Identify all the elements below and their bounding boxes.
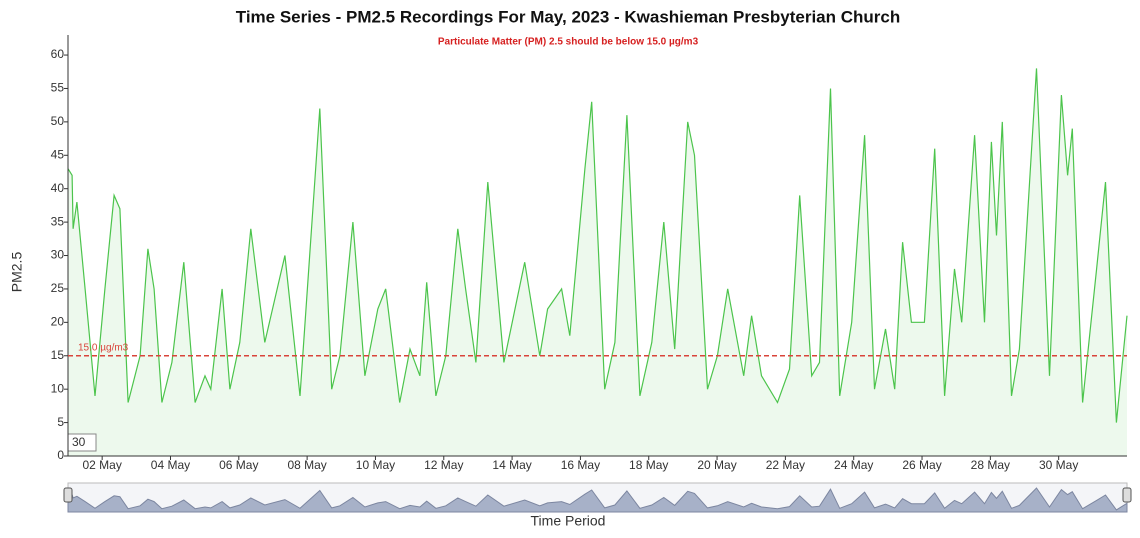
range-mini-area (67, 487, 1128, 513)
x-tick-label: 30 May (1039, 458, 1078, 472)
area (68, 68, 1127, 457)
y-tick-label: 0 (57, 448, 64, 462)
y-tick-label: 40 (51, 181, 65, 195)
x-tick-label: 18 May (629, 458, 668, 472)
x-tick-label: 22 May (766, 458, 805, 472)
x-tick-label: 12 May (424, 458, 463, 472)
y-tick-label: 30 (51, 248, 65, 262)
range-handle[interactable] (1122, 487, 1132, 503)
y-tick-label: 10 (51, 381, 65, 395)
x-tick-label: 02 May (82, 458, 121, 472)
x-tick-label: 10 May (356, 458, 395, 472)
x-axis-label: Time Period (531, 513, 606, 529)
x-tick-label: 14 May (492, 458, 531, 472)
y-tick-label: 45 (51, 147, 65, 161)
y-axis-label: PM2.5 (9, 252, 25, 293)
x-tick-label: 24 May (834, 458, 873, 472)
y-tick-label: 20 (51, 315, 65, 329)
y-tick-label: 15 (51, 348, 65, 362)
x-tick-label: 06 May (219, 458, 258, 472)
x-tick-label: 08 May (287, 458, 326, 472)
line (67, 68, 1128, 423)
range-handle[interactable] (63, 487, 73, 503)
y-tick-label: 50 (51, 114, 65, 128)
chart-subtitle: Particulate Matter (PM) 2.5 should be be… (438, 37, 699, 48)
threshold-label: 15.0 µg/m3 (78, 342, 129, 353)
x-tick-label: 26 May (902, 458, 941, 472)
y-tick-label: 25 (51, 281, 65, 295)
y-tick-label: 55 (51, 81, 65, 95)
x-tick-label: 28 May (971, 458, 1010, 472)
y-tick-label: 60 (51, 47, 65, 61)
y-tick-label: 35 (51, 214, 65, 228)
chart-title: Time Series - PM2.5 Recordings For May, … (236, 7, 901, 26)
x-tick-label: 04 May (151, 458, 190, 472)
x-tick-label: 20 May (697, 458, 736, 472)
x-tick-label: 16 May (561, 458, 600, 472)
y-tick-label: 5 (57, 415, 64, 429)
roll-period[interactable]: 30 (72, 435, 86, 449)
